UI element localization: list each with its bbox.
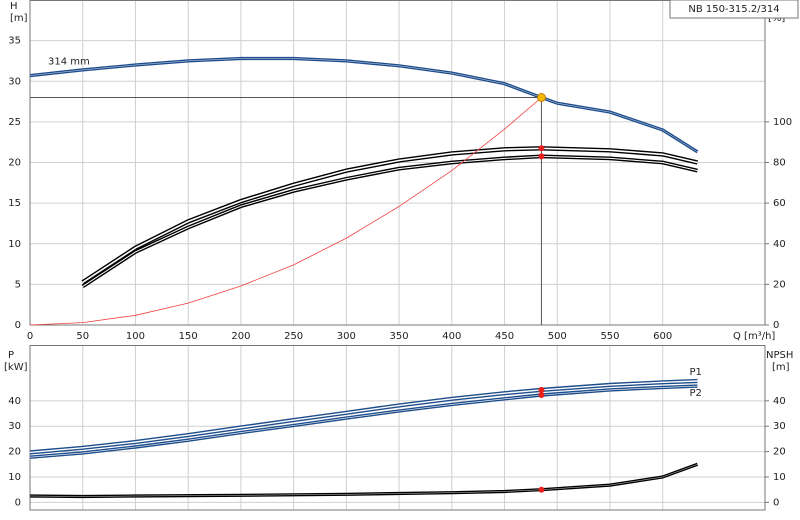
x-tick-label: 50 [76, 331, 89, 342]
y-tick-label: 10 [8, 239, 21, 250]
x-tick-label: 600 [653, 331, 672, 342]
y-tick-label: 20 [8, 447, 21, 458]
y2-axis-unit: [m] [772, 362, 790, 373]
y-tick-label: 0 [15, 320, 21, 331]
y2-tick-label: 20 [773, 447, 786, 458]
y2-tick-label: 30 [773, 421, 786, 432]
y2-tick-label: 10 [773, 472, 786, 483]
y-axis-unit: [kW] [4, 362, 28, 373]
y-tick-label: 30 [8, 421, 21, 432]
series-line [82, 155, 698, 287]
x-tick-label: 450 [495, 331, 514, 342]
x-tick-label: 150 [179, 331, 198, 342]
y-tick-label: 30 [8, 76, 21, 87]
series-outline [81, 154, 698, 288]
y2-tick-label: 100 [773, 117, 792, 128]
y-tick-label: 35 [8, 36, 21, 47]
x-tick-label: 100 [126, 331, 145, 342]
y2-tick-label: 80 [773, 158, 786, 169]
duty-marker [538, 486, 545, 493]
duty-point [536, 93, 546, 102]
x-tick-label: 250 [284, 331, 303, 342]
y2-axis-label: NPSH [766, 350, 793, 361]
series-outline [29, 56, 699, 154]
y2-tick-label: 0 [773, 320, 779, 331]
x-tick-label: 0 [27, 331, 33, 342]
y-tick-label: 15 [8, 198, 21, 209]
series-label: P1 [690, 367, 702, 378]
y2-tick-label: 40 [773, 396, 786, 407]
duty-marker [538, 145, 545, 152]
y2-tick-label: 40 [773, 239, 786, 250]
y-tick-label: 20 [8, 158, 21, 169]
x-tick-label: 200 [231, 331, 250, 342]
duty-marker [538, 392, 545, 399]
y-axis-label: P [8, 350, 14, 361]
y-axis-unit: [m] [10, 13, 28, 24]
series-label: 314 mm [48, 57, 90, 68]
series-line [29, 58, 698, 153]
x-axis-label: Q [m³/h] [733, 331, 775, 342]
duty-marker [538, 153, 545, 160]
series-line [29, 97, 542, 326]
y-tick-label: 0 [15, 497, 21, 508]
y-tick-label: 10 [8, 472, 21, 483]
x-tick-label: 550 [600, 331, 619, 342]
x-tick-label: 500 [548, 331, 567, 342]
y-tick-label: 25 [8, 117, 21, 128]
y-axis-label: H [10, 1, 18, 12]
plot-layer: 0 50 100 150 200 250 300 350 400 450 500 550 6000510… [8, 0, 792, 511]
duty-marker [538, 386, 545, 393]
series-outline [29, 462, 699, 499]
plot-frame [29, 0, 766, 326]
y2-tick-label: 0 [773, 497, 779, 508]
y2-tick-label: 60 [773, 198, 786, 209]
series-line [29, 385, 698, 458]
series-label: P2 [690, 388, 702, 399]
annotation: NB 150-315.2/314 [688, 4, 779, 15]
x-tick-label: 300 [337, 331, 356, 342]
y2-tick-label: 20 [773, 279, 786, 290]
series-outline [81, 146, 698, 285]
series-line [82, 147, 698, 283]
series-line [29, 380, 698, 454]
series-line [29, 464, 698, 497]
x-tick-label: 350 [390, 331, 409, 342]
x-tick-label: 400 [442, 331, 461, 342]
series-outline [29, 384, 698, 459]
y-tick-label: 40 [8, 396, 21, 407]
y-tick-label: 5 [15, 279, 21, 290]
plot-frame [29, 345, 766, 511]
annotation-box [669, 0, 799, 19]
